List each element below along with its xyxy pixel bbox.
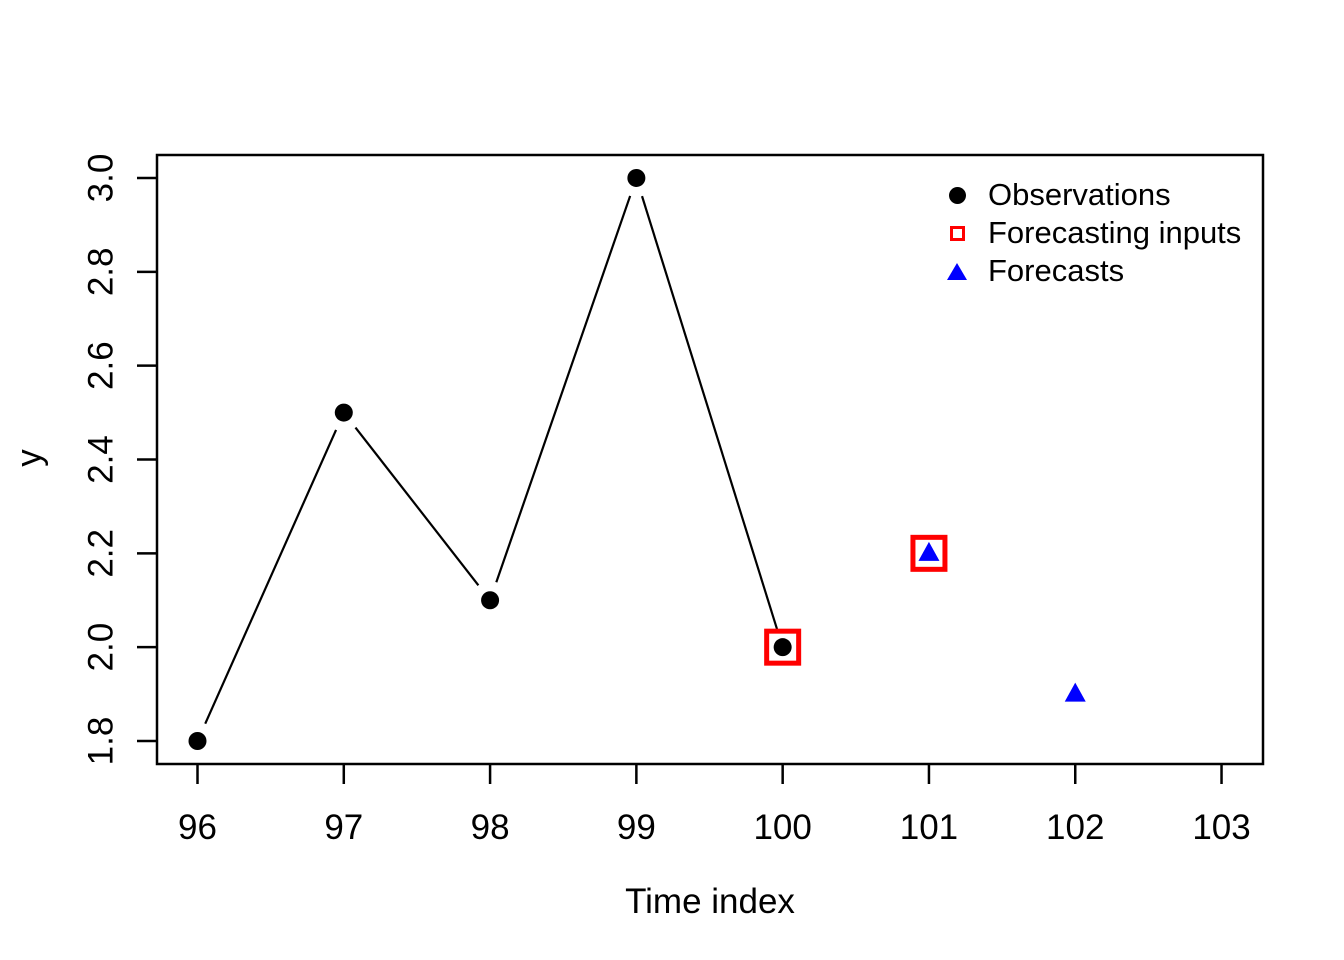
series-line-segment — [354, 426, 480, 586]
y-tick-label: 2.6 — [82, 341, 121, 390]
legend-marker-box — [945, 221, 969, 245]
series-forecasts — [918, 541, 1086, 702]
y-tick-label: 1.8 — [82, 717, 121, 766]
x-tick-label: 99 — [617, 808, 656, 847]
x-tick-label: 97 — [324, 808, 363, 847]
y-tick-label: 2.2 — [82, 529, 121, 578]
forecasting-input-point — [910, 534, 948, 572]
observation-point — [188, 732, 207, 750]
filled-circle-icon — [948, 186, 966, 204]
y-axis-title: y — [9, 449, 49, 467]
observation-point — [627, 168, 646, 187]
legend-marker-box — [945, 183, 969, 207]
filled-triangle-icon — [947, 262, 967, 280]
legend-label-forecasts: Forecasts — [988, 253, 1125, 288]
open-square-icon — [949, 225, 965, 241]
forecast-point — [918, 541, 940, 561]
observation-point — [481, 591, 500, 610]
x-tick-label: 100 — [753, 808, 811, 847]
legend-marker-box — [945, 259, 969, 283]
x-tick-label: 96 — [178, 808, 217, 847]
legend-item-observations: Observations — [945, 176, 1241, 214]
forecasting-input-point — [764, 628, 802, 666]
series-line-segment — [640, 195, 779, 630]
series-observations — [188, 168, 792, 750]
observation-point — [773, 638, 792, 657]
x-axis-title: Time index — [625, 882, 795, 921]
x-tick-label: 103 — [1192, 808, 1250, 847]
y-tick-label: 2.8 — [82, 248, 121, 297]
legend: Observations Forecasting inputs Forecast… — [945, 176, 1241, 290]
forecast-point — [1064, 682, 1086, 702]
x-axis: 96 97 98 99 100 101 102 103 — [178, 764, 1251, 847]
y-axis: 1.8 2.0 2.2 2.4 2.6 2.8 3.0 — [82, 154, 157, 766]
legend-item-forecasting-inputs: Forecasting inputs — [945, 214, 1241, 252]
series-line-segment — [495, 195, 632, 583]
x-tick-label: 98 — [471, 808, 510, 847]
legend-label-forecasting-inputs: Forecasting inputs — [988, 215, 1242, 250]
x-tick-label: 102 — [1046, 808, 1104, 847]
y-tick-label: 2.0 — [82, 623, 121, 672]
series-line-segment — [204, 429, 338, 725]
observation-point — [334, 403, 353, 422]
legend-label-observations: Observations — [988, 177, 1171, 212]
y-tick-label: 3.0 — [82, 154, 121, 203]
legend-item-forecasts: Forecasts — [945, 252, 1241, 290]
x-tick-label: 101 — [900, 808, 958, 847]
series-forecasting-inputs — [764, 534, 948, 666]
y-tick-label: 2.4 — [82, 435, 121, 484]
